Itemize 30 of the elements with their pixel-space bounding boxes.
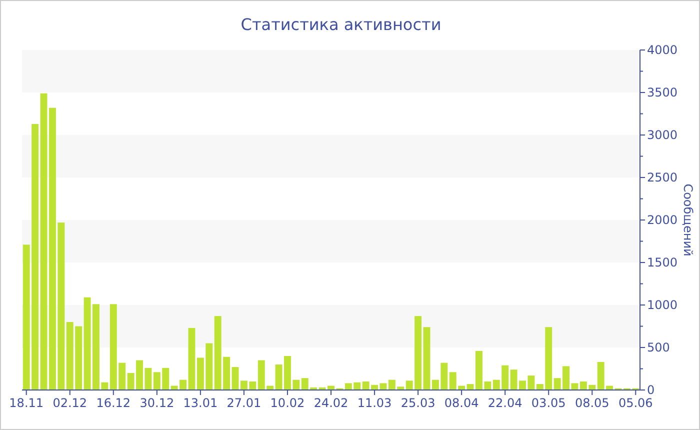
y-tick-label: 3000 [647, 128, 678, 142]
y-tick-label: 2000 [647, 213, 678, 227]
y-tick-label: 0 [647, 383, 655, 397]
x-tick-label: 05.06 [618, 396, 653, 410]
x-tick-label: 11.03 [357, 396, 392, 410]
x-tick-label: 08.05 [574, 396, 610, 410]
x-tick-label: 18.11 [9, 396, 44, 410]
x-tick-label: 02.12 [52, 396, 88, 410]
x-tick-label: 30.12 [140, 396, 174, 410]
bar [232, 367, 239, 390]
x-tick-label: 25.03 [400, 396, 436, 410]
y-tick-label: 2500 [647, 170, 678, 184]
x-tick-label: 24.02 [314, 396, 348, 410]
y-tick-label: 1500 [647, 256, 678, 270]
y-axis-title: Сообщений [681, 184, 695, 256]
x-tick-label: 22.04 [488, 396, 522, 410]
y-tick-label: 3500 [647, 86, 678, 100]
bar [423, 327, 430, 390]
y-tick-label: 4000 [647, 43, 678, 57]
x-tick-label: 03.05 [531, 396, 566, 410]
chart-title: Статистика активности [240, 15, 442, 34]
x-tick-label: 08.04 [444, 396, 479, 410]
bar [188, 328, 196, 390]
x-tick-label: 10.02 [270, 396, 305, 410]
x-tick-label: 16.12 [96, 396, 131, 410]
bar [40, 93, 48, 390]
x-tick-label: 27.01 [226, 396, 262, 410]
y-tick-label: 500 [647, 340, 670, 354]
y-tick-label: 1000 [647, 298, 678, 312]
x-tick-label: 13.01 [183, 396, 218, 410]
